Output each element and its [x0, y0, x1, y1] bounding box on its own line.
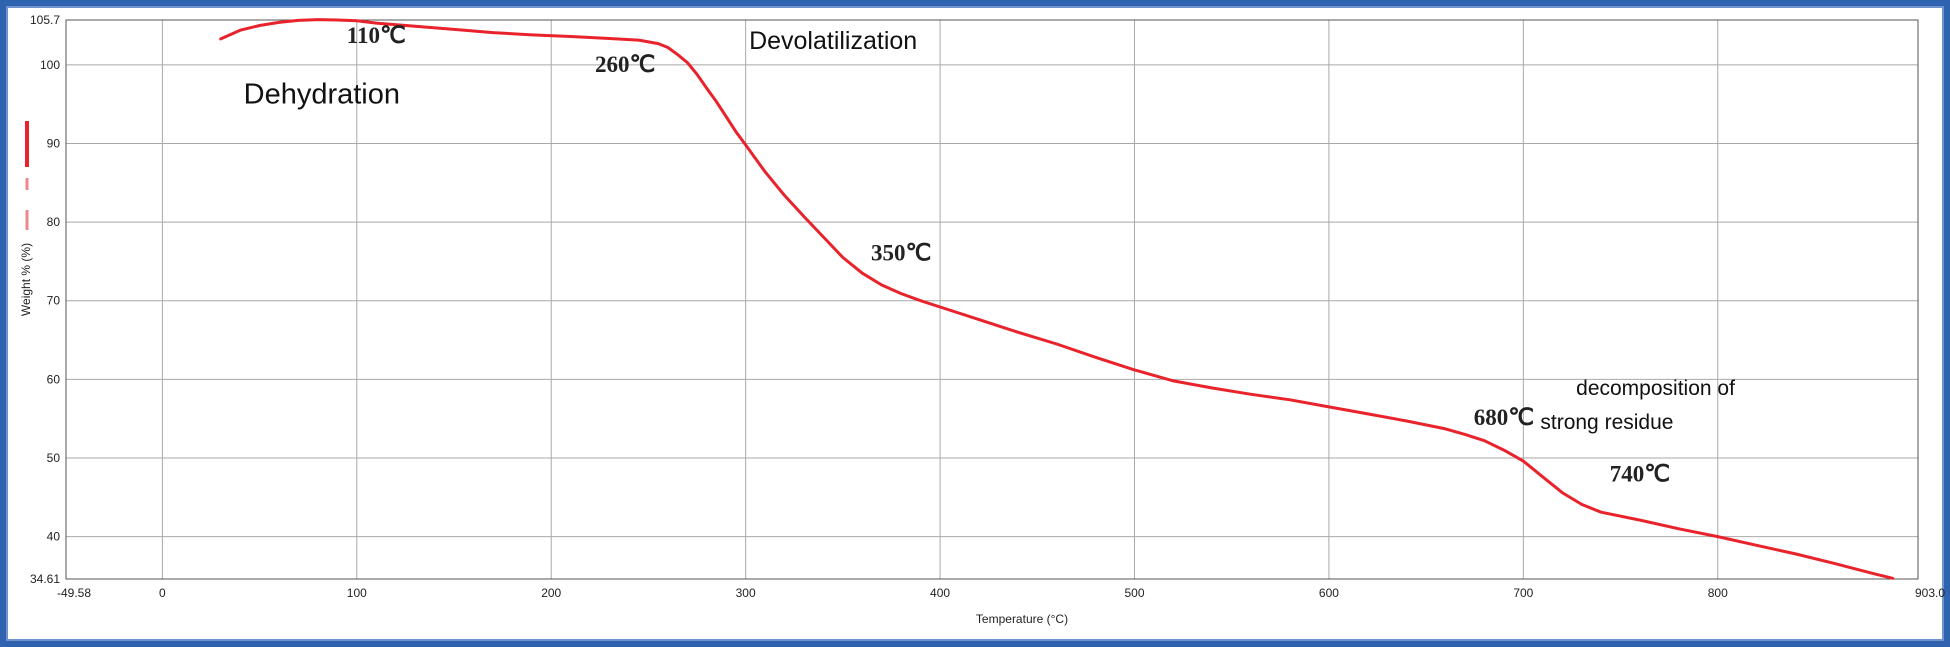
x-tick-label-6: 600 [1319, 586, 1339, 600]
y-tick-label-5: 90 [47, 136, 61, 150]
annotation-2: 260℃ [595, 52, 655, 77]
annotations: 110℃ Dehydration 260℃ Devolatilization 350℃ 6… [244, 23, 1735, 487]
annotation-3: Devolatilization [749, 27, 917, 55]
annotation-8: strong residue [1540, 411, 1673, 434]
y-max-label: 105.7 [30, 13, 60, 27]
x-tick-label-4: 400 [930, 586, 950, 600]
annotation-6: 740℃ [1610, 462, 1670, 487]
y-tick-label-6: 100 [40, 58, 60, 72]
x-tick-label-1: 100 [347, 586, 367, 600]
x-tick-label-5: 500 [1124, 586, 1144, 600]
x-tick-label-3: 300 [736, 586, 756, 600]
x-tick-label-0: 0 [159, 586, 166, 600]
y-tick-label-1: 50 [47, 451, 61, 465]
x-min-label: -49.58 [57, 586, 91, 600]
y-tick-label-2: 60 [47, 372, 61, 386]
annotation-7: decomposition of [1576, 377, 1735, 400]
x-tick-label-8: 800 [1708, 586, 1728, 600]
y-min-label: 34.61 [30, 572, 60, 586]
annotation-0: 110℃ [347, 23, 406, 48]
annotation-1: Dehydration [244, 78, 400, 110]
y-tick-label-3: 70 [47, 294, 61, 308]
annotation-4: 350℃ [871, 241, 931, 266]
x-axis-title: Temperature (°C) [976, 612, 1068, 626]
chart-frame [6, 6, 1944, 641]
annotation-5: 680℃ [1474, 405, 1534, 430]
plot-area-border [65, 19, 1919, 580]
x-max-label: 903.0 [1915, 586, 1945, 600]
grid [66, 20, 1918, 579]
y-tick-label-0: 40 [47, 530, 61, 544]
y-tick-label-4: 80 [47, 215, 61, 229]
y-axis-title: Weight % (%) [19, 243, 33, 316]
x-tick-label-7: 700 [1513, 586, 1533, 600]
tick-labels: 0 100 200 300 400 500 600 700 800 40 50 60 70 80 90 100… [30, 13, 1945, 600]
series-line-weight [219, 18, 1895, 580]
x-tick-label-2: 200 [541, 586, 561, 600]
